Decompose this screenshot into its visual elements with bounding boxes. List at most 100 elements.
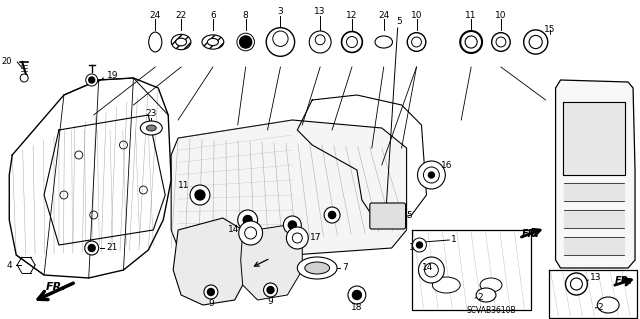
Text: 17: 17 [310,234,322,242]
Circle shape [204,285,218,299]
Circle shape [346,36,357,48]
Ellipse shape [433,277,460,293]
Circle shape [428,172,435,178]
Circle shape [328,211,335,219]
Circle shape [292,233,302,243]
Text: 10: 10 [495,11,507,19]
Circle shape [88,244,95,251]
Polygon shape [241,225,302,300]
Circle shape [273,31,288,46]
Circle shape [424,167,439,183]
Text: 12: 12 [346,11,358,19]
Circle shape [243,216,252,225]
Text: 21: 21 [107,243,118,253]
Ellipse shape [172,34,191,50]
Text: 22: 22 [175,11,187,19]
Circle shape [424,263,438,277]
Circle shape [244,227,257,239]
Circle shape [496,37,506,47]
Text: 3: 3 [278,8,284,17]
Text: FR.: FR. [615,276,633,286]
Circle shape [417,242,422,248]
Polygon shape [173,218,251,305]
Text: 23: 23 [146,109,157,118]
Text: 24: 24 [378,11,389,19]
Circle shape [413,238,426,252]
Circle shape [207,288,214,295]
Text: 14: 14 [422,263,433,272]
Text: FR.: FR. [45,282,67,292]
Polygon shape [563,102,625,175]
Circle shape [465,36,477,48]
Text: 7: 7 [342,263,348,272]
Polygon shape [563,210,624,228]
Ellipse shape [597,297,619,313]
Circle shape [286,227,308,249]
Ellipse shape [298,257,337,279]
Circle shape [239,221,262,245]
Ellipse shape [305,262,330,274]
Circle shape [239,36,252,48]
Ellipse shape [140,121,162,135]
Circle shape [195,190,205,200]
Text: 5: 5 [397,18,403,26]
Text: 16: 16 [442,160,453,169]
Text: 9: 9 [268,298,273,307]
Circle shape [324,207,340,223]
Text: SCVAB3610B: SCVAB3610B [466,306,516,315]
Ellipse shape [375,36,392,48]
Circle shape [89,77,95,83]
Polygon shape [563,237,624,255]
Ellipse shape [147,125,156,131]
Text: 9: 9 [208,299,214,308]
Circle shape [417,161,445,189]
Text: 13: 13 [314,8,326,17]
FancyBboxPatch shape [370,203,406,229]
Polygon shape [556,80,635,268]
Text: FR.: FR. [522,229,540,239]
Ellipse shape [207,38,218,46]
Circle shape [342,32,362,52]
Ellipse shape [175,38,187,46]
Ellipse shape [476,288,496,302]
Circle shape [524,30,548,54]
Polygon shape [563,183,624,201]
Circle shape [266,28,294,56]
Circle shape [264,283,278,297]
Circle shape [289,221,296,229]
Circle shape [237,210,257,230]
Text: 2: 2 [597,303,603,313]
Text: 4: 4 [6,261,12,270]
Circle shape [407,33,426,51]
Circle shape [20,74,28,82]
Circle shape [460,31,482,53]
Ellipse shape [202,35,224,49]
Circle shape [86,74,98,86]
Ellipse shape [148,32,162,52]
Text: 18: 18 [351,303,363,313]
Circle shape [492,33,510,51]
Circle shape [190,185,210,205]
Text: 11: 11 [177,181,189,189]
Text: 2: 2 [477,293,483,302]
Circle shape [353,291,362,300]
Text: 14: 14 [228,226,240,234]
Circle shape [284,216,301,234]
Circle shape [566,273,588,295]
Text: 10: 10 [411,11,422,19]
Text: 15: 15 [544,26,556,34]
Circle shape [419,257,444,283]
Text: 19: 19 [107,70,118,79]
Circle shape [529,35,542,48]
Circle shape [309,31,331,53]
Circle shape [84,241,99,255]
Text: 1: 1 [451,235,457,244]
Circle shape [348,286,366,304]
Ellipse shape [480,278,502,292]
Text: 11: 11 [465,11,477,19]
Circle shape [316,35,325,45]
Text: 6: 6 [210,11,216,19]
Text: 5: 5 [406,211,412,219]
Text: 20: 20 [2,57,12,66]
Circle shape [412,37,421,47]
